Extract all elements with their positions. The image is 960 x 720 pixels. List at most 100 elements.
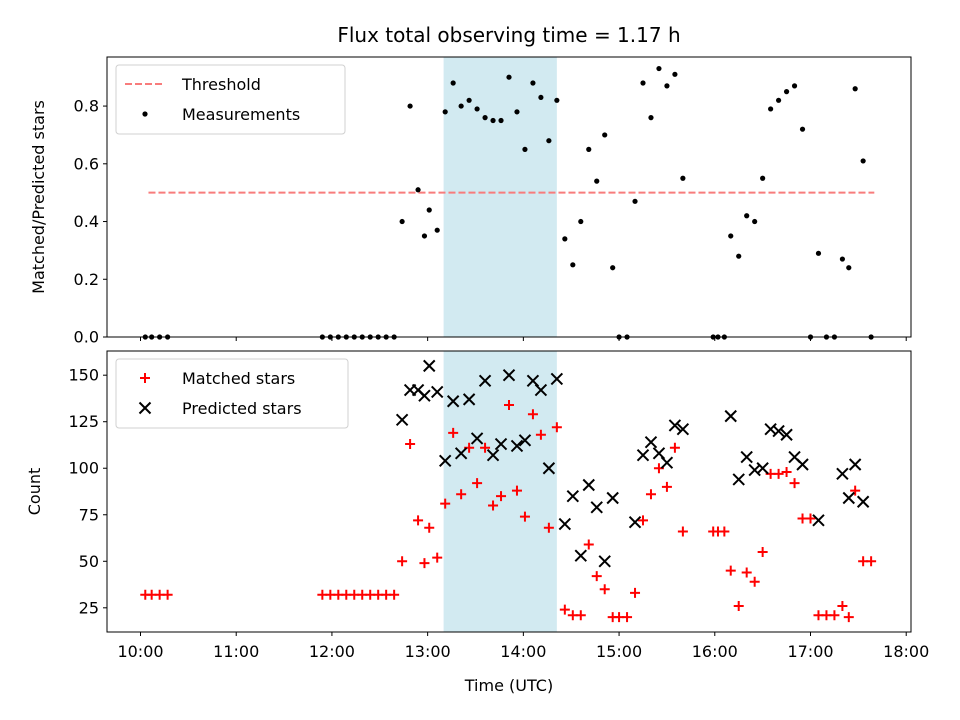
data-point: [506, 74, 512, 80]
data-point: [510, 439, 524, 453]
y-tick-label: 0.8: [74, 97, 99, 116]
data-point: [551, 422, 562, 433]
data-point: [677, 526, 688, 537]
shaded-interval: [443, 57, 557, 337]
data-point: [575, 610, 586, 621]
data-point: [632, 198, 638, 204]
data-point: [578, 218, 584, 225]
y-tick-label: 50: [79, 552, 99, 571]
data-point: [768, 106, 774, 112]
chart-title: Flux total observing time = 1.17 h: [337, 23, 680, 47]
y-tick-label: 0.0: [74, 328, 99, 347]
legend-box: [115, 64, 346, 135]
data-point: [431, 385, 444, 399]
legend-label: Threshold: [181, 75, 261, 94]
legend-label: Matched stars: [182, 369, 295, 388]
data-point: [423, 359, 436, 373]
data-point: [478, 374, 492, 387]
y-tick-label: 75: [79, 505, 99, 524]
data-point: [590, 501, 603, 514]
data-point: [836, 467, 849, 481]
data-point: [395, 413, 409, 427]
data-point: [760, 175, 766, 181]
data-point: [586, 146, 592, 152]
data-point: [812, 514, 825, 527]
data-point: [744, 213, 750, 219]
data-point: [791, 83, 798, 89]
data-point: [554, 97, 560, 103]
data-point: [668, 419, 682, 432]
data-point: [757, 546, 768, 557]
data-point: [796, 458, 809, 471]
x-tick-label: 12:00: [309, 642, 355, 661]
x-tick-label: 11:00: [213, 642, 259, 661]
data-point: [456, 489, 467, 500]
data-point: [789, 478, 800, 489]
data-point: [538, 94, 544, 101]
data-point: [426, 207, 432, 213]
legend-marker-swatch: [140, 373, 150, 383]
data-point: [543, 522, 554, 533]
legend: Matched stars Predicted stars: [115, 358, 349, 429]
x-tick-label: 13:00: [405, 642, 451, 661]
data-point: [399, 218, 405, 225]
data-point: [773, 468, 784, 479]
y-tick-label: 0.2: [74, 270, 99, 289]
y-tick-label: 150: [68, 366, 99, 385]
data-point: [664, 83, 670, 89]
data-point: [843, 612, 854, 623]
data-point: [852, 86, 858, 92]
data-point: [645, 489, 656, 500]
data-point: [661, 481, 672, 492]
data-point: [724, 409, 737, 423]
data-point: [522, 146, 528, 152]
data-point: [775, 97, 782, 103]
data-point: [772, 424, 785, 438]
data-point: [438, 454, 452, 468]
legend-marker-swatch: [142, 111, 148, 117]
data-point: [570, 262, 576, 268]
data-point: [669, 442, 680, 453]
y-tick-label: 0.4: [74, 212, 99, 231]
data-point: [839, 256, 846, 262]
data-point: [490, 117, 496, 124]
data-point: [781, 466, 792, 477]
data-point: [837, 600, 848, 611]
data-point: [638, 515, 648, 526]
data-point: [550, 372, 564, 386]
y-axis-label: Count: [25, 468, 44, 516]
data-point: [496, 491, 507, 502]
y-tick-label: 100: [68, 459, 99, 478]
data-point: [850, 485, 861, 496]
data-point: [454, 447, 468, 460]
data-point: [482, 115, 488, 121]
data-point: [397, 556, 408, 567]
legend-marker-swatch: [138, 401, 152, 415]
data-point: [842, 491, 855, 505]
data-point: [405, 439, 416, 450]
data-point: [534, 383, 548, 397]
x-tick-label: 14:00: [500, 642, 546, 661]
data-point: [407, 103, 413, 109]
legend-box: [115, 358, 349, 429]
data-point: [660, 456, 674, 469]
x-axis-label: Time (UTC): [464, 676, 553, 695]
data-point: [535, 429, 546, 440]
y-tick-label: 0.6: [74, 154, 99, 173]
data-point: [583, 539, 594, 550]
data-point: [752, 218, 758, 225]
data-point: [519, 511, 530, 522]
data-point: [458, 103, 464, 109]
x-tick-label: 10:00: [117, 642, 163, 661]
data-point: [644, 435, 658, 449]
data-point: [466, 97, 472, 103]
data-point: [502, 368, 516, 382]
data-point: [764, 422, 777, 436]
x-tick-label: 16:00: [692, 642, 738, 661]
data-point: [780, 428, 793, 441]
data-point: [636, 449, 650, 462]
series-matched-stars: [140, 399, 877, 623]
data-point: [856, 495, 870, 508]
legend-label: Measurements: [182, 105, 300, 124]
data-point: [424, 522, 435, 533]
